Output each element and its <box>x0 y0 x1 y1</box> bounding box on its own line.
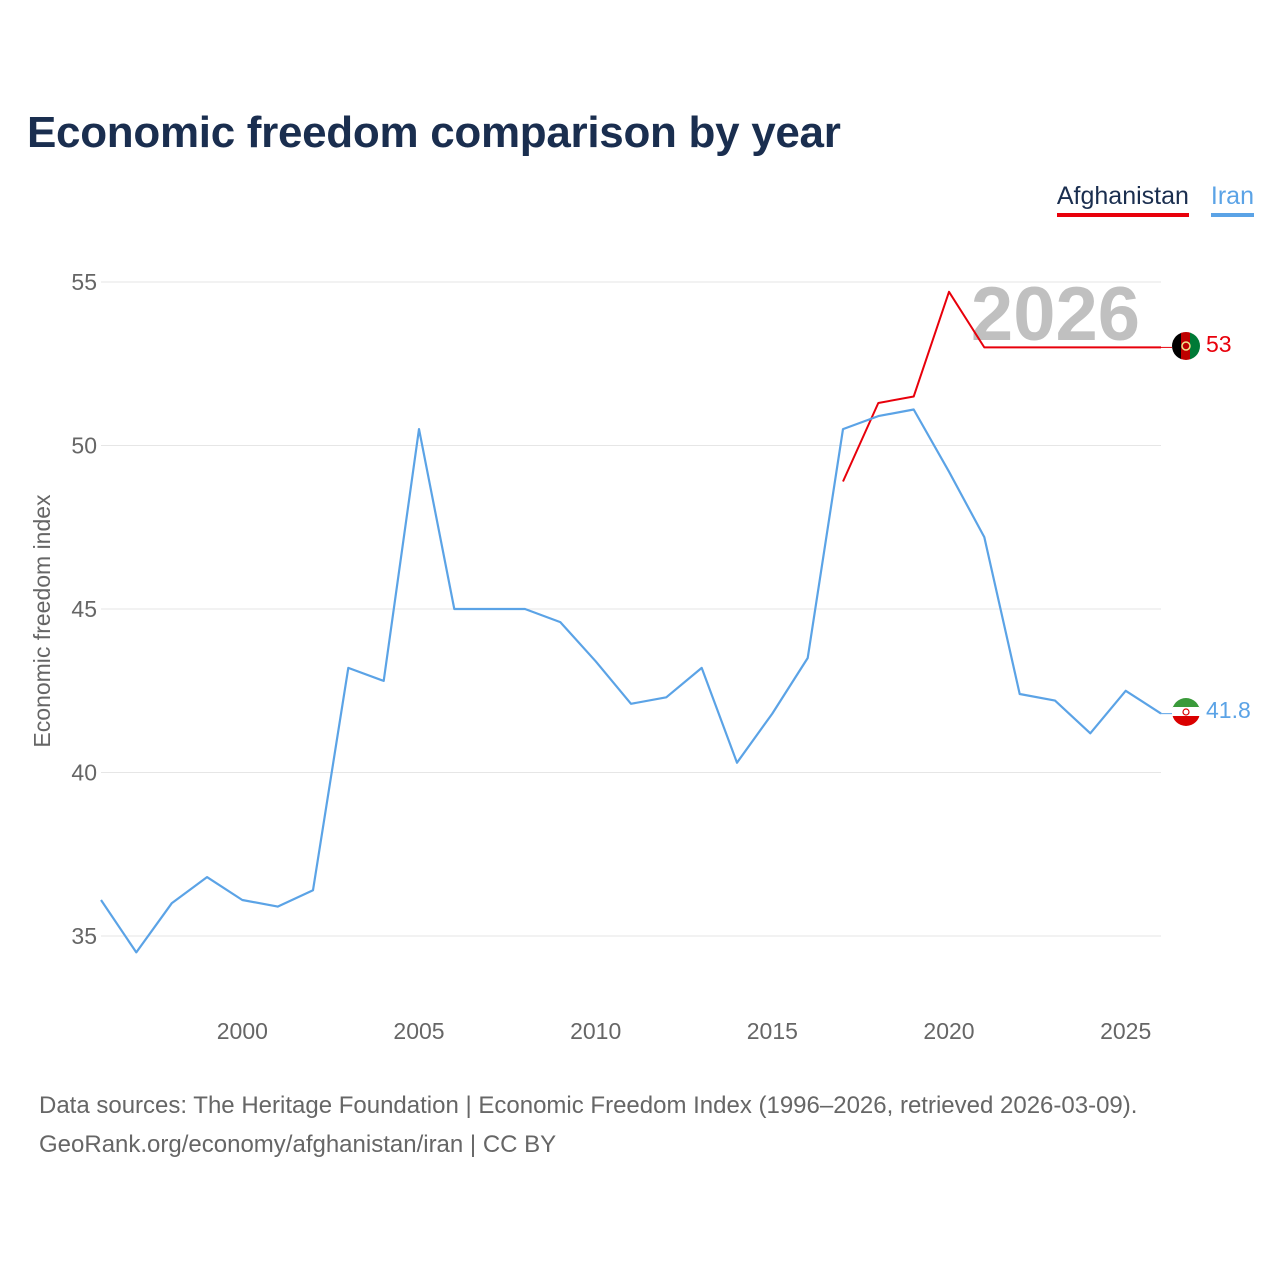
legend: Afghanistan Iran <box>1056 182 1254 217</box>
y-tick-label: 55 <box>71 269 97 295</box>
iran-data-point[interactable] <box>770 712 774 716</box>
iran-data-point[interactable] <box>417 427 421 431</box>
iran-data-point[interactable] <box>134 950 138 954</box>
y-tick-label: 50 <box>71 433 97 459</box>
iran-data-point[interactable] <box>1124 689 1128 693</box>
x-tick-label: 2000 <box>217 1018 268 1044</box>
iran-data-point[interactable] <box>276 905 280 909</box>
iran-data-point[interactable] <box>912 408 916 412</box>
iran-data-point[interactable] <box>594 659 598 663</box>
iran-data-point[interactable] <box>1018 692 1022 696</box>
iran-data-point[interactable] <box>1159 712 1163 716</box>
iran-data-point[interactable] <box>947 470 951 474</box>
series-lines <box>100 290 1172 954</box>
afghanistan-data-point[interactable] <box>1159 345 1163 349</box>
iran-data-point[interactable] <box>170 901 174 905</box>
iran-data-point[interactable] <box>841 427 845 431</box>
iran-flag-icon <box>1172 698 1200 726</box>
iran-data-point[interactable] <box>99 898 103 902</box>
iran-data-point[interactable] <box>523 607 527 611</box>
y-axis-ticks: 35 40 45 50 55 <box>71 269 97 949</box>
x-tick-label: 2010 <box>570 1018 621 1044</box>
chart-title: Economic freedom comparison by year <box>27 108 841 157</box>
afghanistan-flag-icon <box>1172 332 1200 360</box>
iran-data-point[interactable] <box>311 888 315 892</box>
iran-data-point[interactable] <box>346 666 350 670</box>
iran-data-point[interactable] <box>982 535 986 539</box>
x-axis-ticks: 2000 2005 2010 2015 2020 2025 <box>217 1018 1152 1044</box>
data-source: Data sources: The Heritage Foundation | … <box>39 1086 1137 1164</box>
iran-data-point[interactable] <box>876 414 880 418</box>
iran-data-point[interactable] <box>806 656 810 660</box>
line-chart: 35 40 45 50 55 2000 2005 2010 2015 2020 2025 Econ… <box>29 269 1251 1044</box>
y-axis-label: Economic freedom index <box>29 494 55 748</box>
y-tick-label: 40 <box>71 760 97 786</box>
year-watermark: 2026 <box>971 272 1140 357</box>
afghanistan-end-label: 53 <box>1206 331 1232 357</box>
x-tick-label: 2005 <box>393 1018 444 1044</box>
afghanistan-data-point[interactable] <box>876 401 880 405</box>
iran-data-point[interactable] <box>629 702 633 706</box>
afghanistan-series-line <box>842 290 1161 482</box>
x-tick-label: 2015 <box>747 1018 798 1044</box>
iran-series-line <box>100 408 1162 954</box>
afghanistan-data-point[interactable] <box>841 479 845 483</box>
iran-data-point[interactable] <box>664 695 668 699</box>
legend-item-iran[interactable]: Iran <box>1210 182 1254 217</box>
gridlines <box>101 281 1161 937</box>
afghanistan-data-point[interactable] <box>947 290 951 294</box>
y-tick-label: 45 <box>71 596 97 622</box>
iran-data-point[interactable] <box>558 620 562 624</box>
y-tick-label: 35 <box>71 923 97 949</box>
iran-data-point[interactable] <box>382 679 386 683</box>
afghanistan-data-point[interactable] <box>912 394 916 398</box>
iran-data-point[interactable] <box>488 607 492 611</box>
x-tick-label: 2025 <box>1100 1018 1151 1044</box>
iran-data-point[interactable] <box>240 898 244 902</box>
iran-end-label: 41.8 <box>1206 697 1251 723</box>
iran-data-point[interactable] <box>452 607 456 611</box>
iran-data-point[interactable] <box>700 666 704 670</box>
iran-data-point[interactable] <box>735 761 739 765</box>
iran-data-point[interactable] <box>1053 699 1057 703</box>
source-line-1: Data sources: The Heritage Foundation | … <box>39 1092 1138 1119</box>
iran-data-point[interactable] <box>205 875 209 879</box>
iran-data-point[interactable] <box>1088 731 1092 735</box>
source-line-2[interactable]: GeoRank.org/economy/afghanistan/iran | C… <box>39 1131 557 1158</box>
afghanistan-data-point[interactable] <box>982 345 986 349</box>
legend-item-afghanistan[interactable]: Afghanistan <box>1056 182 1189 217</box>
x-tick-label: 2020 <box>923 1018 974 1044</box>
